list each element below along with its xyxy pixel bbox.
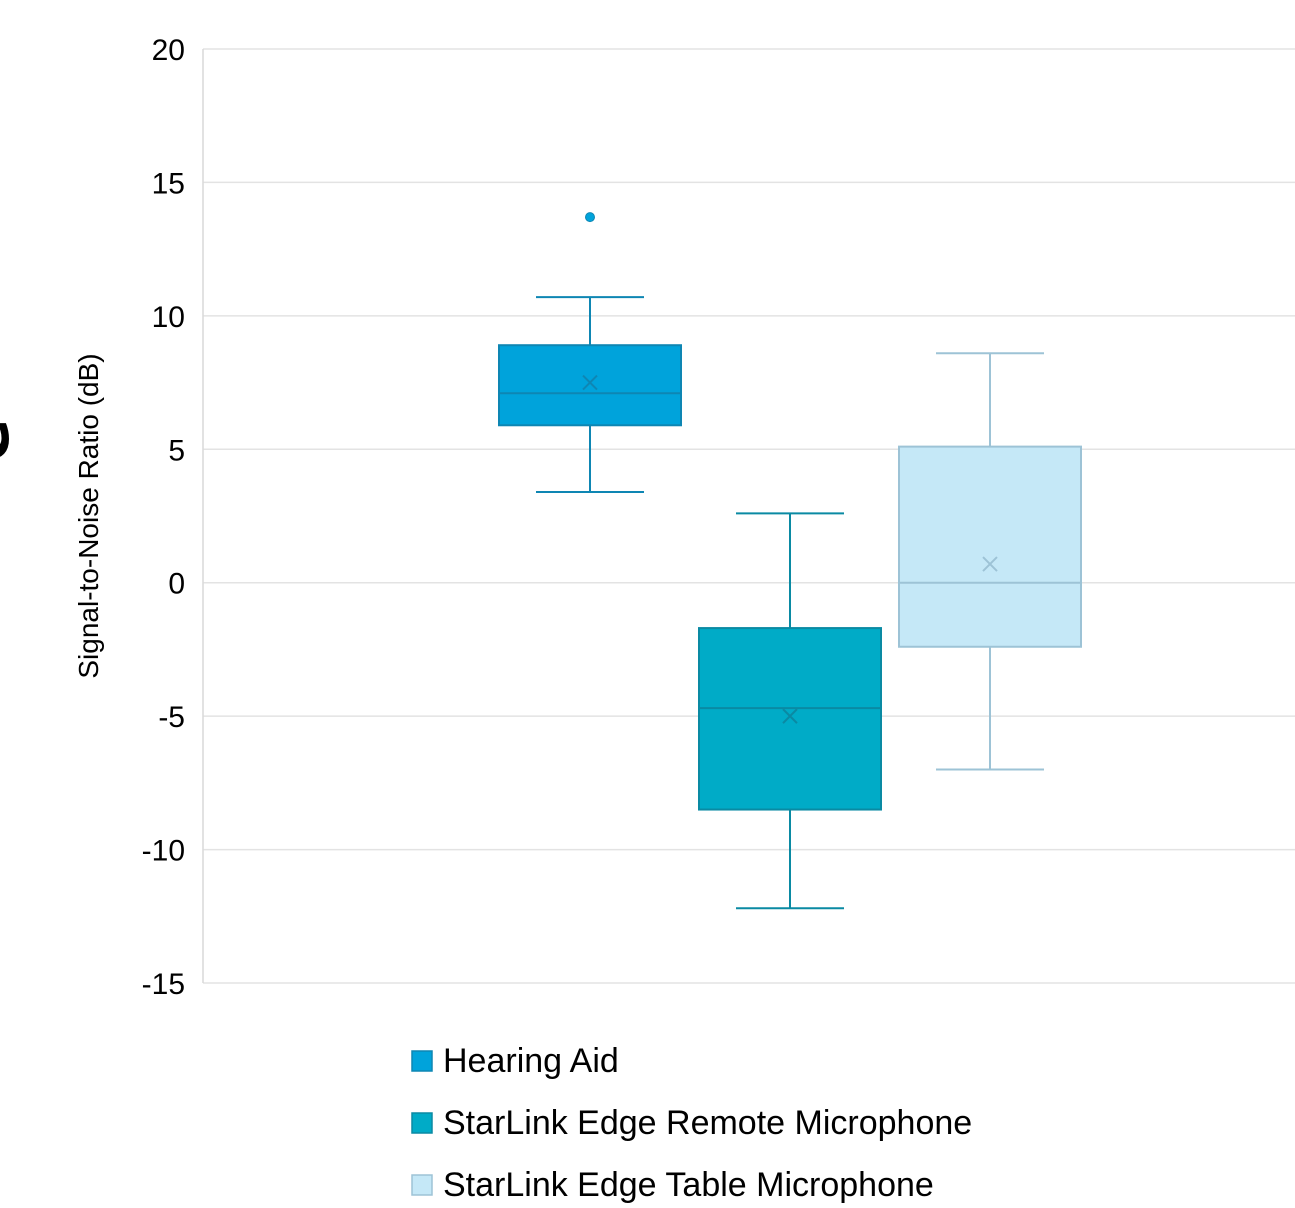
box-1	[498, 212, 682, 493]
y-tick-label: -15	[142, 968, 185, 1001]
mean-marker	[782, 708, 798, 724]
legend-swatch	[411, 1174, 433, 1196]
cut-off-text: e	[0, 418, 24, 461]
y-tick-label: 0	[168, 568, 185, 601]
iqr-box	[498, 344, 682, 427]
legend-swatch	[411, 1050, 433, 1072]
iqr-box	[698, 627, 882, 811]
mean-marker	[582, 374, 598, 391]
y-tick-label: -5	[158, 701, 185, 734]
legend-label: Hearing Aid	[443, 1042, 619, 1080]
iqr-box	[898, 445, 1082, 648]
mean-marker	[982, 556, 998, 572]
y-tick-label: 5	[168, 434, 185, 467]
legend-swatch	[411, 1112, 433, 1134]
boxes	[498, 212, 1082, 910]
gridlines	[202, 48, 1295, 984]
box-2	[698, 512, 882, 910]
legend-label: StarLink Edge Remote Microphone	[443, 1104, 972, 1142]
y-tick-label: 10	[152, 301, 185, 334]
box-3	[898, 352, 1082, 771]
y-tick-label: 20	[152, 34, 185, 67]
y-axis-label: Signal-to-Noise Ratio (dB)	[73, 353, 104, 678]
y-tick-labels: 20 15 10 5 0 -5 -10 -15	[142, 34, 185, 1001]
y-tick-label: -10	[142, 835, 185, 868]
y-tick-label: 15	[152, 167, 185, 200]
legend-label: StarLink Edge Table Microphone	[443, 1166, 934, 1204]
outlier-point	[585, 212, 595, 223]
legend: Hearing Aid StarLink Edge Remote Micropho…	[411, 1042, 972, 1204]
